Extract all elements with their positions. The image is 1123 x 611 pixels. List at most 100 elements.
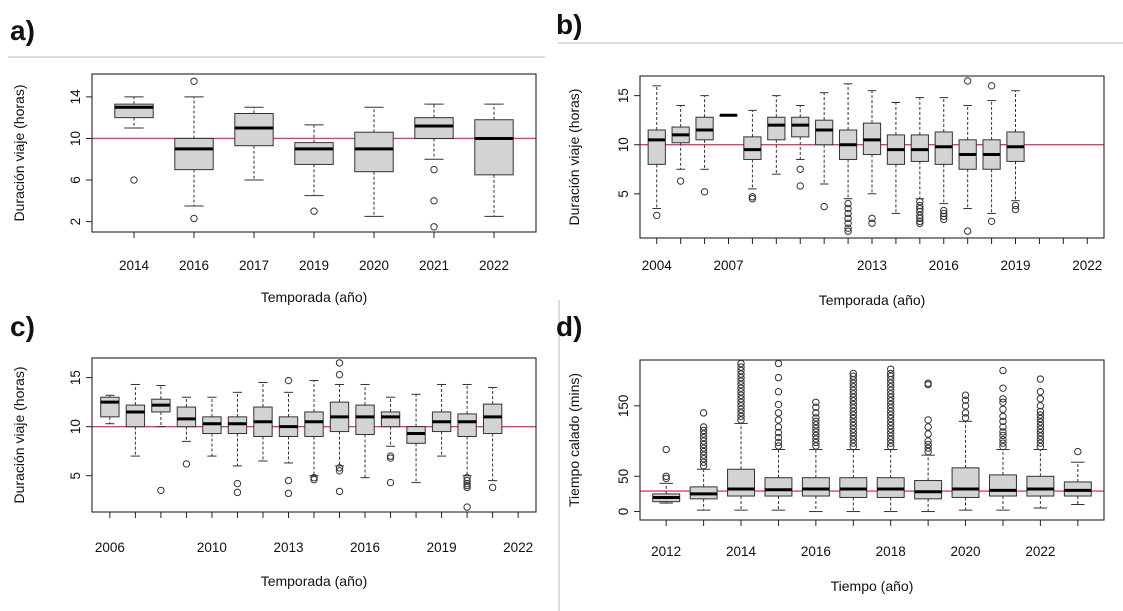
outlier-point bbox=[488, 483, 497, 492]
outlier-point bbox=[748, 193, 757, 201]
box-2017 bbox=[380, 396, 401, 487]
outlier-point bbox=[463, 503, 471, 511]
outlier-point bbox=[1036, 388, 1045, 396]
x-tick-label: 2006 bbox=[95, 540, 125, 555]
box-body bbox=[791, 116, 810, 138]
y-axis-label: Tiempo calado (mins) bbox=[566, 373, 582, 507]
box-body bbox=[457, 413, 477, 437]
outlier-point bbox=[844, 214, 852, 223]
box-body bbox=[914, 480, 943, 500]
outlier-point bbox=[887, 442, 895, 451]
outlier-point bbox=[849, 439, 857, 447]
chart-panel-b: b) 5 10 15 2004 2007 2013 2016 2019 2022 Temporada… bbox=[556, 9, 1105, 308]
outlier-point bbox=[849, 418, 857, 426]
outlier-point bbox=[887, 369, 895, 378]
outlier-point bbox=[924, 430, 932, 438]
outlier-point bbox=[737, 391, 745, 399]
x-tick-label: 2014 bbox=[119, 258, 150, 273]
box-body bbox=[354, 131, 394, 173]
outlier-point bbox=[335, 370, 344, 379]
panel-label: d) bbox=[556, 311, 582, 342]
plot-frame bbox=[639, 359, 1105, 521]
box-2019 bbox=[914, 379, 943, 513]
outlier-point bbox=[310, 207, 318, 215]
x-tick-label: 2013 bbox=[273, 540, 303, 555]
panel-label: b) bbox=[556, 9, 582, 40]
outlier-point bbox=[1074, 447, 1082, 456]
box-2006 bbox=[100, 394, 120, 425]
y-tick-label: 10 bbox=[616, 137, 631, 152]
box-2013 bbox=[278, 376, 299, 498]
x-tick-label: 2022 bbox=[479, 258, 509, 273]
outlier-point bbox=[844, 224, 852, 232]
outlier-point bbox=[737, 373, 745, 382]
box-2009 bbox=[176, 396, 197, 468]
outlier-point bbox=[924, 416, 932, 424]
outlier-point bbox=[887, 418, 895, 426]
x-tick-label: 2010 bbox=[197, 540, 227, 555]
x-tick-label: 2012 bbox=[651, 544, 681, 559]
panel-label: a) bbox=[10, 15, 35, 46]
outlier-point bbox=[924, 440, 932, 449]
box-2020 bbox=[457, 383, 477, 511]
outlier-point bbox=[157, 486, 165, 495]
outlier-point bbox=[699, 437, 708, 445]
box-body bbox=[174, 137, 214, 171]
outlier-point bbox=[662, 472, 670, 480]
outlier-point bbox=[386, 452, 395, 460]
x-axis-label: Tiempo (año) bbox=[831, 578, 914, 594]
outlier-point bbox=[430, 223, 438, 231]
outlier-point bbox=[699, 440, 708, 449]
outlier-point bbox=[1036, 425, 1045, 433]
box-body bbox=[764, 477, 793, 497]
box-body bbox=[951, 467, 980, 498]
outlier-point bbox=[999, 442, 1007, 451]
outlier-point bbox=[987, 217, 996, 226]
x-tick-label: 2017 bbox=[239, 258, 269, 273]
outlier-point bbox=[699, 433, 708, 442]
outlier-point bbox=[812, 398, 820, 406]
outlier-point bbox=[463, 481, 471, 490]
x-axis-label: Temporada (año) bbox=[819, 292, 926, 308]
box-2021 bbox=[988, 366, 1017, 511]
outlier-point bbox=[812, 417, 820, 426]
outlier-point bbox=[812, 442, 820, 450]
box-2012 bbox=[838, 83, 858, 235]
outlier-point bbox=[940, 209, 948, 218]
chart-panel-c: c) 5 10 15 2006 2010 2013 2016 2019 2022 Temporada… bbox=[10, 311, 537, 589]
outlier-point bbox=[940, 215, 948, 224]
outlier-point bbox=[999, 428, 1007, 436]
outlier-point bbox=[1011, 201, 1020, 210]
outlier-point bbox=[887, 404, 895, 412]
outlier-point bbox=[999, 405, 1007, 414]
outlier-point bbox=[849, 393, 857, 402]
outlier-point bbox=[849, 411, 857, 419]
outlier-point bbox=[849, 425, 857, 433]
outlier-point bbox=[999, 417, 1007, 426]
outlier-point bbox=[1036, 428, 1045, 437]
x-tick-label: 2013 bbox=[857, 258, 887, 273]
x-tick-label: 2016 bbox=[350, 540, 380, 555]
box-2015 bbox=[329, 359, 350, 496]
y-tick-label: 0 bbox=[616, 508, 631, 516]
x-tick-label: 2014 bbox=[726, 544, 757, 559]
outlier-point bbox=[868, 214, 876, 223]
outlier-point bbox=[812, 431, 820, 440]
outlier-point bbox=[924, 447, 932, 456]
outlier-point bbox=[887, 421, 895, 430]
outlier-point bbox=[430, 165, 438, 174]
outlier-point bbox=[924, 423, 932, 431]
y-tick-label: 50 bbox=[616, 469, 631, 484]
box-body bbox=[234, 113, 274, 147]
outlier-point bbox=[190, 214, 198, 223]
box-2019 bbox=[294, 124, 334, 215]
outlier-point bbox=[774, 409, 783, 417]
outlier-point bbox=[999, 439, 1007, 447]
box-2014 bbox=[114, 96, 154, 184]
outlier-point bbox=[463, 479, 471, 488]
outlier-point bbox=[887, 425, 895, 433]
box-body bbox=[1026, 475, 1055, 497]
outlier-point bbox=[653, 211, 661, 220]
x-tick-label: 2019 bbox=[299, 258, 329, 273]
y-tick-label: 14 bbox=[68, 89, 83, 105]
